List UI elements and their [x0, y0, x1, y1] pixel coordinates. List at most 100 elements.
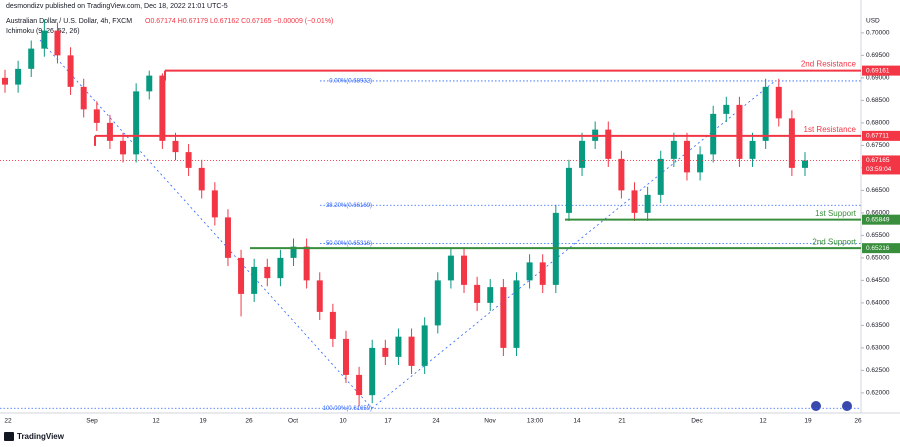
event-flag — [811, 401, 821, 411]
level-name: 1st Resistance — [804, 125, 857, 134]
candle-body — [775, 86, 782, 119]
y-tick-label: 0.66500 — [866, 187, 890, 194]
y-tick-label: 0.68000 — [866, 120, 890, 127]
candle-body — [224, 217, 231, 258]
x-tick-label: Dec — [691, 418, 703, 425]
y-tick-label: 0.70000 — [866, 30, 890, 37]
candle-body — [723, 104, 730, 114]
brand: TradingView — [17, 432, 65, 441]
candle-body — [316, 280, 323, 312]
candle-body — [159, 75, 166, 141]
y-tick-label: 0.69500 — [866, 52, 890, 59]
candle-body — [277, 257, 284, 279]
candle-body — [736, 104, 743, 159]
candle-body — [120, 140, 127, 155]
level-price-box — [862, 214, 900, 225]
level-name: 2nd Resistance — [801, 60, 857, 69]
x-tick-label: 17 — [384, 418, 392, 425]
x-tick-label: Nov — [484, 418, 496, 425]
candle-body — [565, 167, 572, 213]
fib-level-label: 100.00%(0.61659) — [323, 406, 372, 412]
candle-body — [421, 325, 428, 366]
x-tick-label: 26 — [854, 418, 862, 425]
candle-body — [605, 129, 612, 159]
level-price-box — [862, 65, 900, 76]
candle-body — [28, 48, 35, 69]
candle-body — [526, 262, 533, 281]
ohlc: O0.67174 H0.67179 L0.67162 C0.67165 −0.0… — [145, 18, 333, 25]
level-price-box — [862, 130, 900, 141]
x-tick-label: 26 — [245, 418, 253, 425]
candle-body — [238, 257, 245, 294]
y-tick-label: 0.63500 — [866, 322, 890, 329]
fib-trend-line — [371, 80, 776, 409]
candle-body — [434, 280, 441, 326]
x-tick-label: 14 — [573, 418, 581, 425]
candle-body — [644, 194, 651, 213]
x-tick-label: Sep — [86, 418, 98, 425]
x-tick-label: 13:00 — [527, 418, 544, 425]
last-price-box — [862, 155, 900, 175]
candle-body — [356, 374, 363, 396]
candle-body — [290, 246, 297, 258]
candle-body — [382, 347, 389, 357]
logo-icon — [4, 432, 14, 441]
level-price-box — [862, 243, 900, 254]
countdown: 03:59:04 — [866, 166, 892, 173]
x-tick-label: Oct — [288, 418, 298, 425]
candle-body — [762, 86, 769, 141]
x-tick-label: 21 — [618, 418, 626, 425]
candle-body — [146, 75, 153, 92]
candle-body — [500, 287, 507, 348]
level-price: 0.69161 — [866, 67, 890, 74]
x-tick-label: 12 — [759, 418, 767, 425]
candle-body — [54, 30, 61, 56]
candle-body — [303, 246, 310, 281]
fib-level-label: 0.00%(0.68932) — [329, 78, 372, 84]
level-price: 0.65849 — [866, 216, 890, 223]
candle-body — [618, 158, 625, 191]
candle-body — [447, 255, 454, 281]
candle-body — [461, 255, 468, 285]
candle-body — [80, 86, 87, 110]
y-tick-label: 0.68500 — [866, 97, 890, 104]
level-name: 1st Support — [815, 209, 857, 218]
level-price: 0.67711 — [866, 133, 889, 140]
candle-body — [198, 167, 205, 191]
candle-body — [15, 68, 22, 85]
y-tick-label: 0.64000 — [866, 300, 890, 307]
candle-body — [788, 118, 795, 168]
level-name: 2nd Support — [812, 237, 856, 246]
symbol: Australian Dollar / U.S. Dollar, 4h, FXC… — [6, 18, 132, 25]
fib-level-label: 38.20%(0.66169) — [326, 203, 372, 209]
event-flag — [842, 401, 852, 411]
candle-body — [802, 160, 808, 168]
y-tick-label: 0.65000 — [866, 255, 890, 262]
x-tick-label: 24 — [432, 418, 440, 425]
x-tick-label: 19 — [804, 418, 812, 425]
candle-body — [369, 347, 376, 396]
y-tick-label: 0.62500 — [866, 367, 890, 374]
y-tick-label: 0.67500 — [866, 142, 890, 149]
x-tick-label: 12 — [152, 418, 160, 425]
level-price: 0.65216 — [866, 245, 890, 252]
y-tick-label: 0.64500 — [866, 277, 890, 284]
candle-body — [211, 190, 218, 218]
candle-body — [41, 30, 48, 49]
candle-body — [67, 55, 74, 87]
candle-body — [749, 140, 756, 159]
currency: USD — [866, 18, 880, 25]
candle-body — [683, 140, 690, 173]
fib-level-label: 50.00%(0.65316) — [326, 241, 372, 247]
last-price: 0.67165 — [866, 157, 890, 164]
candle-body — [395, 336, 402, 357]
candle-body — [264, 266, 271, 279]
candle-body — [710, 113, 717, 155]
candle-body — [539, 262, 546, 285]
candle-body — [185, 152, 192, 168]
candle-body — [657, 158, 664, 195]
candle-body — [474, 284, 481, 303]
candle-body — [513, 280, 520, 348]
candle-body — [172, 140, 179, 153]
